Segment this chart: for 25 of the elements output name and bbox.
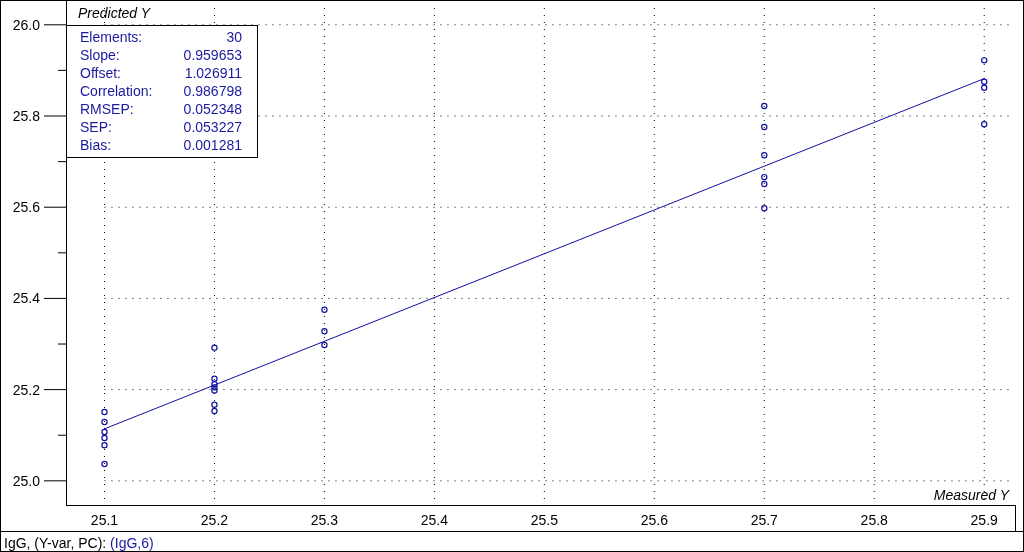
text: Bias: 0.001281 [80, 137, 242, 153]
y-tick-label: 25.8 [12, 107, 41, 124]
x-tick-label: 25.9 [970, 512, 999, 528]
y-tick-label: 25.0 [12, 472, 41, 489]
x-tick-label: 25.5 [530, 512, 559, 528]
x-tick-label: 25.6 [640, 512, 669, 528]
x-tick-label: 25.7 [750, 512, 779, 528]
text: RMSEP: 0.052348 [80, 101, 242, 117]
x-tick-label: 25.3 [310, 512, 339, 528]
x-tick-label: 25.8 [860, 512, 889, 528]
y-tick-label: 25.4 [12, 290, 41, 307]
y-tick-label: 26.0 [12, 16, 41, 33]
text: Correlation: 0.986798 [80, 83, 242, 99]
y-tick-label: 25.6 [12, 199, 41, 216]
text: Elements: 30 [80, 29, 242, 45]
x-tick-label: 25.1 [90, 512, 119, 528]
x-tick-label: 25.2 [200, 512, 229, 528]
y-axis-title: Predicted Y [78, 5, 152, 21]
text: IgG, (Y-var, PC): (IgG,6) [4, 535, 154, 551]
x-axis-title: Measured Y [933, 487, 1011, 503]
text: Offset: 1.026911 [80, 65, 242, 81]
text: Slope: 0.959653 [80, 47, 242, 63]
text: SEP: 0.053227 [80, 119, 242, 135]
y-tick-label: 25.2 [12, 381, 41, 398]
x-tick-label: 25.4 [420, 512, 449, 528]
